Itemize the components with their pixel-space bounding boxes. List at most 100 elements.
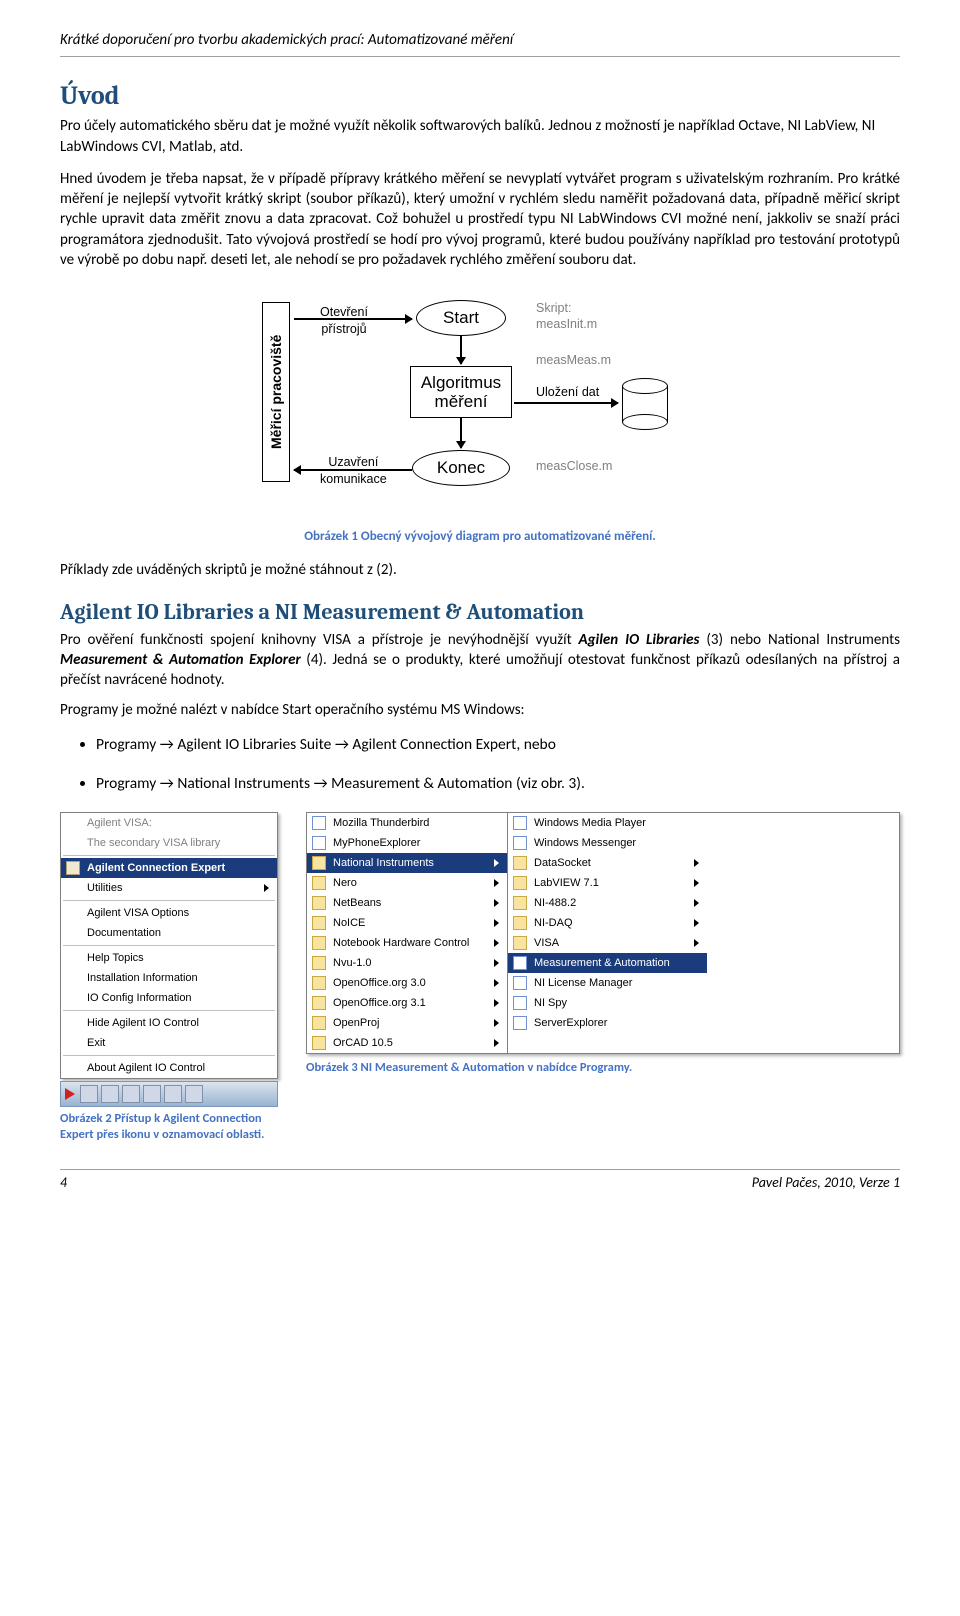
menu-item[interactable]: NetBeans [307, 893, 507, 913]
app-icon [513, 816, 527, 830]
menu-item[interactable]: Agilent VISA Options [61, 903, 277, 923]
flowchart-arrow-open [294, 318, 412, 320]
tray-icon[interactable] [122, 1085, 140, 1103]
menu-item[interactable]: Documentation [61, 923, 277, 943]
tray-icon[interactable] [164, 1085, 182, 1103]
txt: (3) nebo National Instruments [699, 631, 900, 649]
chevron-right-icon [494, 879, 499, 887]
menu-item[interactable]: Help Topics [61, 948, 277, 968]
caption-3: Obrázek 3 NI Measurement & Automation v … [306, 1060, 900, 1076]
programs-list: Programy → Agilent IO Libraries Suite → … [60, 735, 900, 795]
menu-item[interactable]: Hide Agilent IO Control [61, 1013, 277, 1033]
folder-icon [513, 856, 527, 870]
menu-item-label: Agilent Connection Expert [87, 861, 225, 876]
menu-item[interactable]: Agilent Connection Expert [61, 858, 277, 878]
folder-icon [513, 936, 527, 950]
programs-intro: Programy je možné nalézt v nabídce Start… [60, 700, 900, 720]
menu-item-label: Hide Agilent IO Control [87, 1016, 199, 1031]
chevron-right-icon [694, 859, 699, 867]
chevron-right-icon [494, 859, 499, 867]
menu-item[interactable]: NI-DAQ [508, 913, 707, 933]
app-icon [513, 1016, 527, 1030]
tray-icon[interactable] [101, 1085, 119, 1103]
taskbar[interactable] [60, 1081, 278, 1107]
chevron-right-icon [494, 1039, 499, 1047]
ni-panel-left[interactable]: Mozilla Thunderbird MyPhoneExplorer Nation… [307, 813, 507, 1053]
menu-item[interactable]: Windows Messenger [508, 833, 707, 853]
folder-icon [513, 896, 527, 910]
menu-item[interactable]: Windows Media Player [508, 813, 707, 833]
menu-item[interactable]: Exit [61, 1033, 277, 1053]
menu-item[interactable]: NI-488.2 [508, 893, 707, 913]
chevron-right-icon [494, 899, 499, 907]
menu-item[interactable]: National Instruments [307, 853, 507, 873]
menu-item-label: OpenOffice.org 3.0 [333, 976, 426, 991]
flowchart-arrow-2 [460, 418, 462, 448]
flowchart-arrow-save [514, 402, 618, 404]
menu-item[interactable]: MyPhoneExplorer [307, 833, 507, 853]
menu-item[interactable]: DataSocket [508, 853, 707, 873]
menu-item[interactable]: Notebook Hardware Control [307, 933, 507, 953]
menu-separator [63, 900, 275, 901]
txt: Measurement & Automation (viz obr. 3). [328, 774, 585, 793]
chevron-right-icon [694, 879, 699, 887]
menu-item[interactable]: IO Config Information [61, 988, 277, 1008]
chevron-right-icon [494, 999, 499, 1007]
tray-icon[interactable] [80, 1085, 98, 1103]
tray-icon[interactable] [143, 1085, 161, 1103]
app-icon [513, 836, 527, 850]
menu-item[interactable]: Utilities [61, 878, 277, 898]
menu-item-label: LabVIEW 7.1 [534, 876, 599, 891]
header-rule [60, 56, 900, 57]
folder-icon [312, 856, 326, 870]
menu-item-label: NetBeans [333, 896, 381, 911]
menu-item[interactable]: About Agilent IO Control [61, 1058, 277, 1078]
menu-item-label: Nvu-1.0 [333, 956, 372, 971]
menu-item[interactable]: NI License Manager [508, 973, 707, 993]
txt: Agilent Connection Expert, nebo [349, 735, 556, 754]
flowchart-arrow-close [294, 469, 412, 471]
tray-icon[interactable] [185, 1085, 203, 1103]
ni-start-menu[interactable]: Mozilla Thunderbird MyPhoneExplorer Nation… [306, 812, 900, 1054]
txt: Programy [96, 735, 160, 754]
ni-panel-right[interactable]: Windows Media PlayerWindows MessengerDat… [507, 813, 707, 1053]
menu-item[interactable]: Measurement & Automation [508, 953, 707, 973]
menu-item[interactable]: OpenProj [307, 1013, 507, 1033]
folder-icon [312, 936, 326, 950]
flowchart-cylinder [622, 378, 668, 430]
menu-item[interactable]: NoICE [307, 913, 507, 933]
folder-icon [312, 896, 326, 910]
menu-item[interactable]: OpenOffice.org 3.0 [307, 973, 507, 993]
flowchart-open-label: Otevřenípřístrojů [320, 304, 368, 338]
chevron-right-icon [494, 979, 499, 987]
menu-item[interactable]: Installation Information [61, 968, 277, 988]
agilent-context-menu[interactable]: Agilent VISA: The secondary VISA library… [60, 812, 278, 1079]
flowchart-closem: measClose.m [536, 458, 612, 475]
menu-item-label: OpenOffice.org 3.1 [333, 996, 426, 1011]
menu-item-label: National Instruments [333, 856, 434, 871]
menu-item-label: NI Spy [534, 996, 567, 1011]
heading-uvod: Úvod [60, 79, 900, 114]
menu-item[interactable]: ServerExplorer [508, 1013, 707, 1033]
menu-item-label: Documentation [87, 926, 161, 941]
menu-item[interactable]: Mozilla Thunderbird [307, 813, 507, 833]
menu-item-label: Notebook Hardware Control [333, 936, 469, 951]
agilent-paragraph: Pro ověření funkčnosti spojení knihovny … [60, 630, 900, 691]
menu-item[interactable]: OpenOffice.org 3.1 [307, 993, 507, 1013]
red-arrow-icon [65, 1088, 75, 1100]
menu-item[interactable]: VISA [508, 933, 707, 953]
txt: Agilent VISA: [87, 816, 152, 831]
menu-item[interactable]: LabVIEW 7.1 [508, 873, 707, 893]
flowchart: Měřicí pracoviště Otevřenípřístrojů Uzav… [260, 284, 700, 514]
menu-item[interactable]: OrCAD 10.5 [307, 1033, 507, 1053]
folder-icon [312, 956, 326, 970]
menu-item-label: OrCAD 10.5 [333, 1036, 393, 1051]
menu-item-label: Mozilla Thunderbird [333, 816, 429, 831]
menu-item[interactable]: Nvu-1.0 [307, 953, 507, 973]
menu-item[interactable]: Nero [307, 873, 507, 893]
menu-item-label: NI-488.2 [534, 896, 576, 911]
menu-item-label: Help Topics [87, 951, 144, 966]
menu-item[interactable]: NI Spy [508, 993, 707, 1013]
folder-icon [312, 996, 326, 1010]
figures-row: Agilent VISA: The secondary VISA library… [60, 812, 900, 1142]
